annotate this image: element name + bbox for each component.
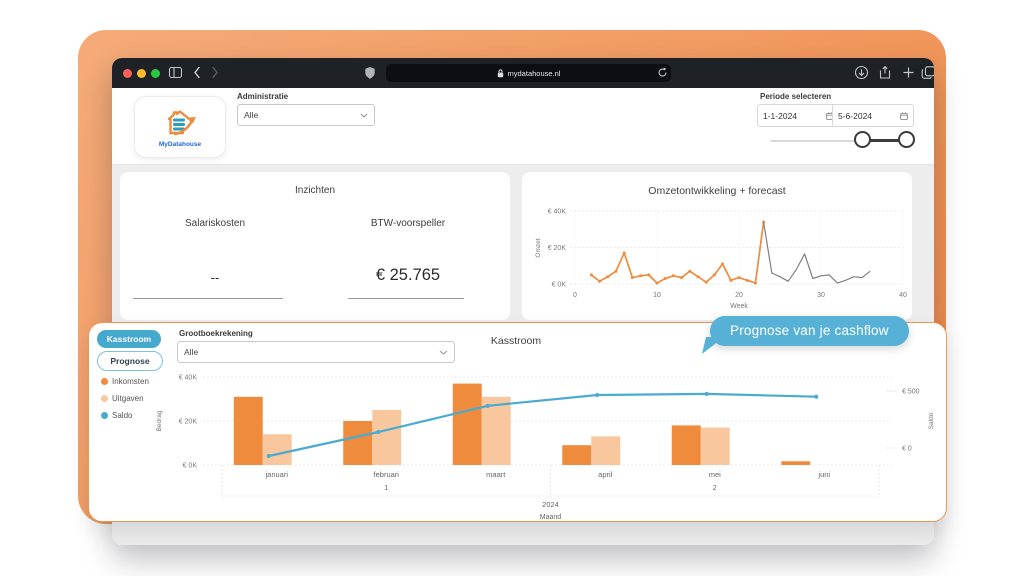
sidebar-toggle-icon[interactable] <box>168 65 183 80</box>
legend-label-uitgaven: Uitgaven <box>112 394 144 403</box>
svg-text:Maand: Maand <box>540 514 562 521</box>
svg-text:0: 0 <box>573 292 577 299</box>
svg-text:€ 20K: € 20K <box>548 245 567 252</box>
period-slider-range <box>863 139 907 142</box>
svg-text:1: 1 <box>384 483 388 492</box>
divider <box>348 298 464 299</box>
reload-icon[interactable] <box>657 67 668 78</box>
svg-text:€ 0: € 0 <box>902 446 912 453</box>
divider <box>133 298 283 299</box>
svg-text:januari: januari <box>264 470 288 479</box>
svg-text:€ 40K: € 40K <box>548 209 567 216</box>
inzichten-panel: Inzichten Salariskosten BTW-voorspeller … <box>120 172 510 320</box>
traffic-light-close-icon[interactable] <box>123 68 132 78</box>
legend-dot-saldo-icon <box>101 412 108 419</box>
svg-text:maart: maart <box>486 470 506 479</box>
svg-text:20: 20 <box>735 292 743 299</box>
tabs-overview-icon[interactable] <box>921 65 934 80</box>
address-bar[interactable]: mydatahouse.nl <box>386 64 671 82</box>
url-text: mydatahouse.nl <box>507 68 561 78</box>
administratie-label: Administratie <box>237 92 289 101</box>
btw-voorspeller-value: € 25.765 <box>375 266 441 284</box>
legend-item-inkomsten[interactable]: Inkomsten <box>101 377 149 386</box>
date-from-value: 1-1-2024 <box>763 110 798 121</box>
periode-label: Periode selecteren <box>760 92 832 101</box>
svg-text:€ 0K: € 0K <box>183 463 198 470</box>
kasstroom-chart-title: Kasstroom <box>490 335 542 347</box>
tab-prognose[interactable]: Prognose <box>97 351 163 371</box>
legend-dot-inkomsten-icon <box>101 378 108 385</box>
lock-icon <box>497 68 504 78</box>
legend-label-saldo: Saldo <box>112 411 133 420</box>
salariskosten-label: Salariskosten <box>184 218 246 229</box>
svg-text:30: 30 <box>817 292 825 299</box>
administratie-select[interactable]: Alle <box>237 104 375 126</box>
period-slider-handle-end[interactable] <box>898 131 915 148</box>
svg-text:juni: juni <box>817 470 830 479</box>
svg-text:40: 40 <box>899 292 907 299</box>
back-button[interactable] <box>192 65 202 80</box>
legend-label-inkomsten: Inkomsten <box>112 377 149 386</box>
date-from-input[interactable]: 1-1-2024 <box>757 104 840 127</box>
forward-button[interactable] <box>210 65 220 80</box>
cashflow-tooltip-text: Prognose van je cashflow <box>730 323 889 338</box>
app-header: MyDatahouse Administratie Alle Periode s… <box>112 88 934 165</box>
svg-text:Bedrag: Bedrag <box>156 410 163 431</box>
grootboekrekening-value: Alle <box>184 347 199 357</box>
downloads-icon[interactable] <box>854 65 869 80</box>
legend-item-saldo[interactable]: Saldo <box>101 411 149 420</box>
svg-text:10: 10 <box>653 292 661 299</box>
browser-toolbar: mydatahouse.nl <box>112 58 934 88</box>
date-to-value: 5-6-2024 <box>838 110 873 121</box>
chevron-down-icon <box>360 113 368 118</box>
svg-text:april: april <box>598 470 613 479</box>
svg-text:2: 2 <box>713 483 717 492</box>
kasstroom-card: Kasstroom Prognose Grootboekrekening All… <box>88 322 947 522</box>
salariskosten-value: -- <box>210 270 220 285</box>
new-tab-icon[interactable] <box>902 65 915 80</box>
cashflow-tooltip: Prognose van je cashflow <box>702 316 909 354</box>
privacy-shield-icon[interactable] <box>364 66 376 80</box>
logo-wordmark: MyDatahouse <box>158 141 202 148</box>
administratie-value: Alle <box>244 110 259 120</box>
omzet-panel: Omzetontwikkeling + forecast 0 10 20 30 40 € … <box>522 172 912 320</box>
traffic-light-minimize-icon[interactable] <box>137 68 146 78</box>
period-slider-handle-start[interactable] <box>854 131 871 148</box>
legend-item-uitgaven[interactable]: Uitgaven <box>101 394 149 403</box>
kasstroom-chart: € 0K € 20K € 40K € 0 € 500 januari februari maa… <box>156 375 935 522</box>
traffic-light-zoom-icon[interactable] <box>151 68 160 78</box>
svg-text:2024: 2024 <box>542 500 559 509</box>
app-logo: MyDatahouse <box>134 96 226 158</box>
svg-text:Omzet: Omzet <box>535 238 542 257</box>
btw-voorspeller-label: BTW-voorspeller <box>370 218 446 229</box>
chevron-down-icon <box>439 350 448 355</box>
period-slider-track <box>770 140 907 142</box>
omzet-chart-title: Omzetontwikkeling + forecast <box>648 185 786 197</box>
chart-legend: Inkomsten Uitgaven Saldo <box>101 377 149 428</box>
svg-text:mei: mei <box>709 470 721 479</box>
date-to-input[interactable]: 5-6-2024 <box>832 104 914 127</box>
share-icon[interactable] <box>878 65 892 80</box>
grootboekrekening-select[interactable]: Alle <box>177 341 455 363</box>
legend-dot-uitgaven-icon <box>101 395 108 402</box>
svg-text:€ 0K: € 0K <box>552 282 567 289</box>
svg-text:Week: Week <box>730 303 748 310</box>
tab-kasstroom[interactable]: Kasstroom <box>97 330 161 348</box>
omzet-chart: 0 10 20 30 40 € 0K € 20K € 40K Week Omzet <box>535 209 907 311</box>
svg-text:Saldo: Saldo <box>928 412 935 429</box>
svg-text:februari: februari <box>374 470 400 479</box>
grootboekrekening-label: Grootboekrekening <box>179 329 253 338</box>
calendar-icon[interactable] <box>900 111 908 120</box>
svg-text:€ 20K: € 20K <box>179 419 198 426</box>
inzichten-title: Inzichten <box>294 185 336 196</box>
mydatahouse-logo-icon <box>167 110 196 136</box>
svg-text:€ 500: € 500 <box>902 389 920 396</box>
svg-text:€ 40K: € 40K <box>179 375 198 382</box>
